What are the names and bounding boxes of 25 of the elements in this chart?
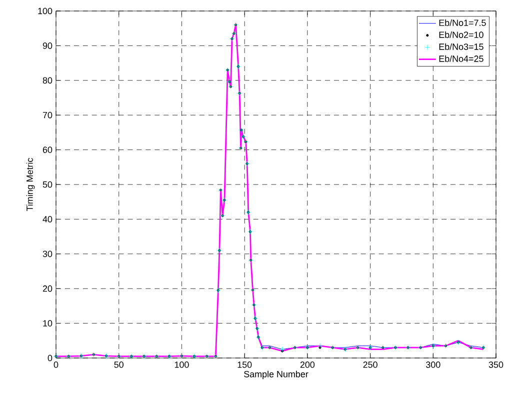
x-axis-title: Sample Number <box>244 370 308 380</box>
legend-label: Eb/No1=7.5 <box>439 19 486 26</box>
legend-label: Eb/No3=15 <box>439 43 484 50</box>
legend-label: Eb/No4=25 <box>439 55 484 62</box>
x-tick-label: 100 <box>174 362 189 368</box>
y-tick-label: 80 <box>42 77 52 84</box>
y-tick-label: 60 <box>42 146 52 153</box>
x-tick-label: 50 <box>114 362 124 368</box>
y-tick-label: 90 <box>42 42 52 49</box>
y-tick-label: 50 <box>42 181 52 188</box>
y-tick-label: 70 <box>42 112 52 118</box>
y-tick-label: 20 <box>42 285 52 292</box>
y-tick-label: 0 <box>48 354 52 362</box>
x-tick-label: 200 <box>300 362 315 368</box>
y-tick-label: 40 <box>42 216 52 222</box>
x-tick-label: 0 <box>54 362 58 368</box>
legend-label: Eb/No2=10 <box>439 31 484 38</box>
x-tick-label: 250 <box>363 362 378 368</box>
y-tick-label: 100 <box>38 8 52 14</box>
y-tick-label: 10 <box>43 320 52 326</box>
y-tick-label: 30 <box>42 250 52 258</box>
x-tick-label: 300 <box>426 362 440 368</box>
x-tick-label: 150 <box>238 362 252 368</box>
y-axis-title: Timing Metric <box>26 158 35 212</box>
x-tick-label: 350 <box>488 362 504 368</box>
